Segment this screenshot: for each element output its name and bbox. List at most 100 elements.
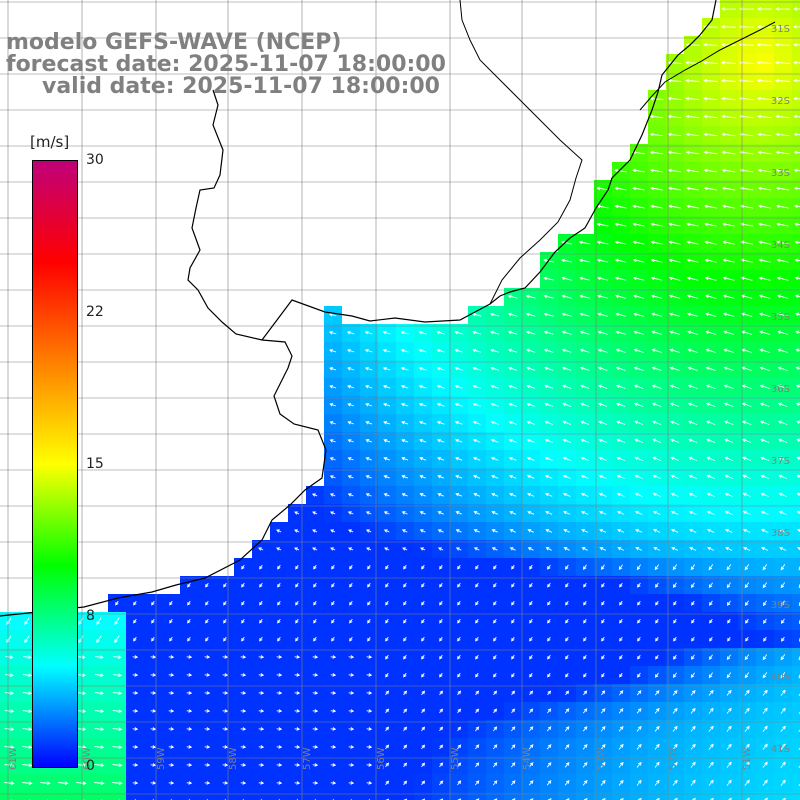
wind-cell — [738, 792, 756, 800]
wind-arrow — [511, 636, 515, 642]
wind-arrow — [385, 744, 390, 750]
wind-arrow — [652, 438, 662, 443]
wind-arrow — [636, 707, 642, 714]
wind-arrow — [724, 492, 733, 497]
wind-arrow — [600, 743, 606, 750]
wind-arrow — [383, 511, 390, 515]
wind-arrow — [295, 618, 299, 624]
wind-arrow — [691, 618, 695, 624]
wind-arrow — [132, 781, 139, 785]
wind-arrow — [294, 745, 301, 749]
wind-arrow — [690, 689, 696, 696]
wind-arrow — [348, 547, 354, 551]
wind-arrow — [740, 240, 753, 245]
wind-arrow — [454, 366, 463, 371]
wind-arrow — [774, 60, 791, 65]
wind-arrow — [329, 493, 336, 497]
wind-arrow — [758, 240, 771, 245]
wind-arrow — [151, 600, 155, 606]
colorbar-tick-0: 0 — [86, 758, 95, 774]
wind-arrow — [775, 78, 791, 83]
wind-arrow — [367, 564, 371, 570]
wind-arrow — [762, 564, 768, 571]
wind-arrow — [475, 582, 479, 588]
wind-arrow — [439, 654, 443, 660]
wind-cell — [792, 720, 800, 738]
lat-label: 39S — [771, 600, 790, 611]
wind-arrow — [703, 42, 718, 47]
wind-arrow — [493, 672, 497, 678]
wind-arrow — [168, 763, 175, 767]
wind-arrow — [403, 600, 407, 606]
wind-arrow — [670, 438, 680, 443]
wind-arrow — [489, 330, 500, 335]
wind-arrow — [204, 781, 211, 785]
wind-arrow — [223, 600, 227, 606]
wind-arrow — [703, 150, 718, 155]
wind-arrow — [710, 797, 714, 800]
wind-arrow — [366, 727, 373, 731]
wind-cell — [792, 576, 800, 594]
wind-arrow — [740, 204, 754, 209]
wind-arrow — [348, 673, 355, 677]
wind-arrow — [168, 745, 175, 749]
wind-arrow — [258, 547, 264, 551]
wind-cell — [792, 612, 800, 630]
wind-cell — [378, 792, 396, 800]
wind-arrow — [726, 725, 732, 732]
wind-arrow — [637, 636, 641, 642]
wind-arrow — [331, 564, 335, 570]
wind-arrow — [312, 529, 318, 533]
wind-arrow — [240, 709, 247, 713]
wind-arrow — [760, 510, 769, 515]
wind-arrow — [600, 779, 606, 786]
wind-arrow — [454, 420, 463, 425]
wind-arrow — [348, 691, 355, 695]
wind-arrow — [564, 726, 570, 732]
wind-arrow — [706, 474, 715, 479]
wind-arrow — [115, 600, 119, 606]
wind-arrow — [565, 690, 570, 696]
wind-arrow — [259, 636, 263, 642]
wind-arrow — [673, 636, 677, 642]
wind-arrow — [294, 655, 301, 659]
wind-arrow — [294, 673, 301, 677]
wind-arrow — [492, 762, 498, 768]
wind-arrow — [777, 330, 789, 335]
wind-arrow — [528, 726, 534, 732]
wind-arrow — [615, 348, 626, 353]
wind-arrow — [564, 761, 570, 768]
wind-cell — [486, 792, 504, 800]
wind-arrow — [403, 654, 407, 660]
wind-arrow — [616, 474, 625, 479]
wind-arrow — [457, 708, 462, 714]
wind-arrow — [741, 366, 752, 371]
wind-cell — [558, 792, 576, 800]
wind-arrow — [475, 618, 479, 624]
wind-arrow — [241, 618, 245, 624]
wind-cell — [792, 414, 800, 432]
wind-arrow — [511, 708, 516, 714]
wind-arrow — [421, 690, 426, 696]
wind-arrow — [651, 312, 663, 317]
wind-arrow — [580, 402, 590, 407]
wind-arrow — [688, 438, 698, 443]
wind-cell — [792, 270, 800, 288]
wind-arrow — [222, 727, 229, 731]
wind-arrow — [762, 689, 768, 696]
wind-arrow — [222, 745, 229, 749]
wind-arrow — [619, 600, 623, 606]
wind-arrow — [385, 780, 390, 786]
wind-arrow — [95, 655, 104, 660]
wind-cell — [792, 684, 800, 702]
wind-cell — [144, 792, 162, 800]
wind-arrow — [78, 617, 84, 625]
wind-arrow — [439, 618, 443, 624]
wind-arrow — [688, 474, 697, 479]
wind-arrow — [418, 384, 427, 389]
wind-arrow — [704, 276, 717, 281]
wind-arrow — [511, 600, 515, 606]
wind-arrow — [776, 204, 790, 209]
wind-arrow — [669, 348, 680, 353]
